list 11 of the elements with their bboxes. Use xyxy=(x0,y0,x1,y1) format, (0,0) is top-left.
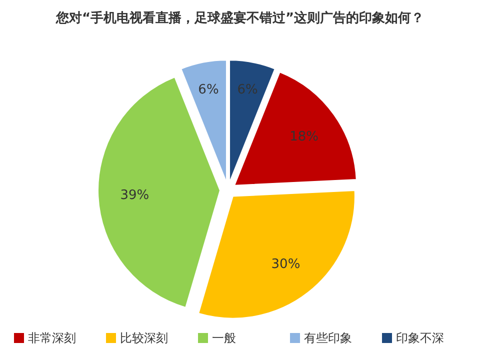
chart-title: 您对“手机电视看直播，足球盛宴不错过”这则广告的印象如何？ xyxy=(54,10,424,26)
legend-label: 比较深刻 xyxy=(120,331,168,346)
data-label: 6% xyxy=(198,82,219,98)
data-label: 6% xyxy=(237,82,258,98)
legend-label: 非常深刻 xyxy=(28,331,76,346)
legend-label: 印象不深 xyxy=(396,331,444,346)
legend-label: 一般 xyxy=(212,331,236,346)
data-label: 30% xyxy=(271,256,300,272)
data-label: 39% xyxy=(120,188,150,203)
data-label: 18% xyxy=(290,129,319,144)
legend-label: 有些印象 xyxy=(304,331,352,346)
